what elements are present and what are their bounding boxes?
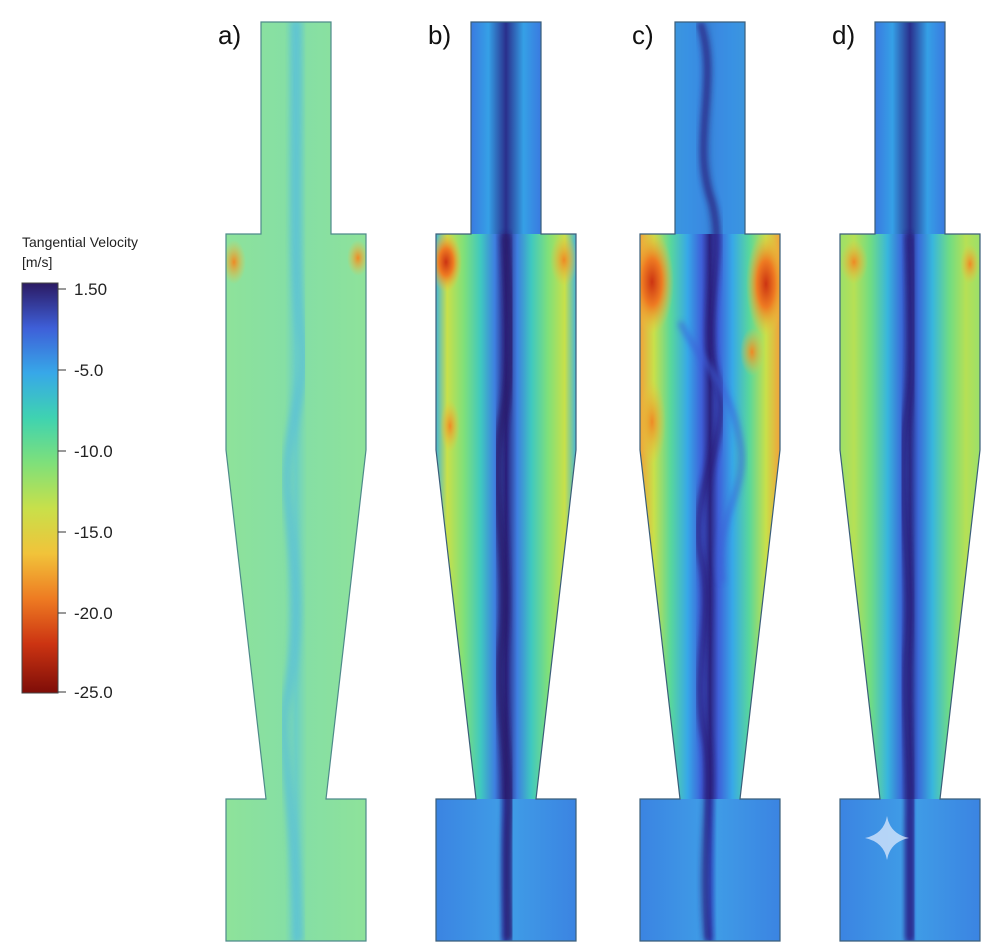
legend-ticks: 1.50 -5.0 -10.0 -15.0 -20.0 -25.0	[58, 280, 113, 702]
cyclone-a	[225, 21, 367, 942]
panel-d: d)	[832, 20, 981, 942]
panel-b: b)	[428, 20, 577, 942]
cyclone-b	[435, 21, 577, 942]
legend-tick-label: 1.50	[74, 280, 107, 299]
cyclone-c	[639, 21, 781, 942]
panel-label-b: b)	[428, 20, 451, 50]
legend-title: Tangential Velocity	[22, 234, 138, 250]
panel-a: a)	[218, 20, 367, 942]
legend-tick-label: -10.0	[74, 442, 113, 461]
cyclone-d	[839, 21, 981, 942]
sparkle-watermark-icon	[865, 816, 909, 860]
color-legend: Tangential Velocity [m/s] 1.50 -5.0 -10.…	[21, 234, 138, 702]
legend-tick-label: -20.0	[74, 604, 113, 623]
legend-tick-label: -25.0	[74, 683, 113, 702]
panel-label-a: a)	[218, 20, 241, 50]
legend-unit: [m/s]	[22, 254, 52, 270]
panel-label-d: d)	[832, 20, 855, 50]
legend-tick-label: -15.0	[74, 523, 113, 542]
legend-tick-label: -5.0	[74, 361, 103, 380]
panel-label-c: c)	[632, 20, 654, 50]
panel-c: c)	[632, 20, 781, 942]
legend-colorbar	[21, 282, 59, 694]
